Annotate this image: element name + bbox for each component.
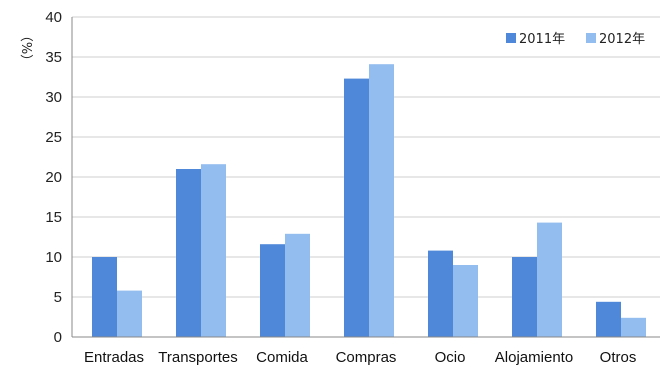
bar-compras-2 bbox=[369, 64, 394, 337]
x-tick-label: Compras bbox=[336, 349, 397, 366]
x-tick-label: Comida bbox=[256, 349, 308, 366]
bar-transportes-2 bbox=[201, 164, 226, 337]
bar-ocio-1 bbox=[428, 250, 453, 337]
axes bbox=[71, 17, 660, 338]
bar-otros-2 bbox=[621, 317, 646, 337]
bar-entradas-1 bbox=[92, 257, 117, 337]
bar-otros-1 bbox=[596, 301, 621, 337]
labels: 0 5 10 15 20 25 30 35 40 Entradas Transportes Comid… bbox=[18, 9, 636, 366]
y-tick-label: 35 bbox=[45, 49, 62, 66]
bar-comida-1 bbox=[260, 244, 285, 337]
legend-label: 2011年 bbox=[519, 32, 565, 47]
legend-label: 2012年 bbox=[599, 32, 645, 47]
y-tick-label: 15 bbox=[45, 209, 62, 226]
bar-ocio-2 bbox=[453, 265, 478, 337]
y-tick-label: 0 bbox=[54, 329, 62, 346]
x-tick-label: Transportes bbox=[158, 349, 237, 366]
y-tick-label: 25 bbox=[45, 129, 62, 146]
y-tick-label: 10 bbox=[45, 249, 62, 266]
y-axis-label: （%） bbox=[18, 29, 33, 67]
x-tick-label: Ocio bbox=[435, 349, 466, 366]
y-tick-label: 30 bbox=[45, 89, 62, 106]
bar-comida-2 bbox=[285, 233, 310, 337]
x-tick-label: Otros bbox=[600, 349, 637, 366]
legend-swatch bbox=[586, 33, 596, 43]
legend: 2011年 2012年 bbox=[506, 32, 645, 47]
bar-transportes-1 bbox=[176, 169, 201, 337]
x-tick-label: Alojamiento bbox=[495, 349, 573, 366]
y-tick-label: 5 bbox=[54, 289, 62, 306]
x-tick-label: Entradas bbox=[84, 349, 144, 366]
bar-alojamiento-2 bbox=[537, 222, 562, 337]
bar-alojamiento-1 bbox=[512, 257, 537, 337]
y-tick-label: 40 bbox=[45, 9, 62, 26]
legend-swatch bbox=[506, 33, 516, 43]
bars bbox=[92, 64, 646, 337]
bar-entradas-2 bbox=[117, 290, 142, 337]
bar-compras-1 bbox=[344, 78, 369, 337]
y-tick-label: 20 bbox=[45, 169, 62, 186]
